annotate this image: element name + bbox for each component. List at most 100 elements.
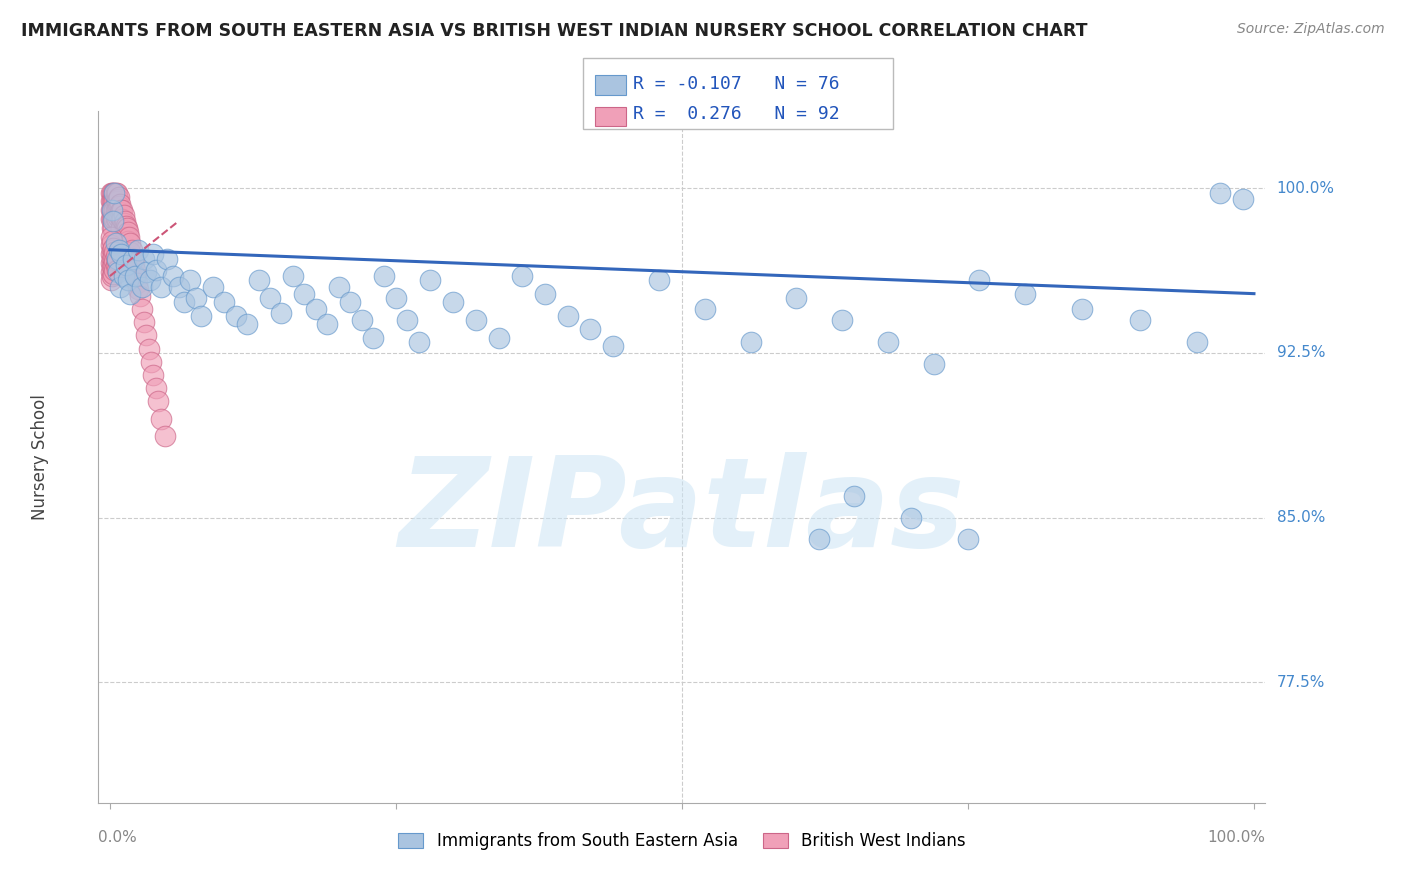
Point — [110, 212, 132, 227]
Point — [110, 247, 132, 261]
Point — [831, 313, 853, 327]
Point — [108, 199, 131, 213]
Point — [179, 273, 201, 287]
Point — [150, 411, 173, 425]
Point — [281, 269, 304, 284]
Point — [127, 282, 149, 296]
Point — [105, 194, 128, 209]
Point — [108, 205, 131, 219]
Point — [107, 192, 129, 206]
Point — [105, 212, 128, 227]
Point — [142, 368, 165, 382]
Point — [373, 269, 395, 284]
Point — [105, 203, 128, 218]
Point — [101, 203, 124, 218]
Point — [101, 203, 124, 218]
Point — [101, 260, 124, 275]
Point — [108, 280, 131, 294]
Point — [103, 212, 125, 227]
Point — [108, 196, 131, 211]
Point — [101, 212, 124, 227]
Point — [115, 227, 138, 242]
Point — [142, 247, 165, 261]
Point — [103, 244, 125, 259]
Point — [120, 244, 142, 259]
Text: Source: ZipAtlas.com: Source: ZipAtlas.com — [1237, 22, 1385, 37]
Text: IMMIGRANTS FROM SOUTH EASTERN ASIA VS BRITISH WEST INDIAN NURSERY SCHOOL CORRELA: IMMIGRANTS FROM SOUTH EASTERN ASIA VS BR… — [21, 22, 1088, 40]
Point — [120, 236, 142, 251]
Point — [101, 269, 124, 284]
Point — [112, 208, 135, 222]
Point — [1014, 286, 1036, 301]
Point — [533, 286, 555, 301]
Point — [134, 315, 156, 329]
Point — [107, 210, 129, 224]
Point — [441, 295, 464, 310]
Point — [100, 229, 122, 244]
Text: R = -0.107   N = 76: R = -0.107 N = 76 — [633, 75, 839, 93]
Point — [105, 186, 128, 200]
Point — [101, 252, 124, 266]
Point — [214, 295, 236, 310]
Point — [396, 313, 419, 327]
Text: 77.5%: 77.5% — [1277, 674, 1324, 690]
Point — [162, 269, 184, 284]
Point — [922, 357, 945, 371]
Point — [114, 223, 136, 237]
Point — [103, 220, 125, 235]
Point — [579, 322, 602, 336]
Point — [105, 252, 128, 266]
Point — [107, 201, 129, 215]
Point — [127, 276, 149, 290]
Point — [100, 256, 122, 270]
Text: 100.0%: 100.0% — [1208, 830, 1265, 846]
Point — [111, 203, 134, 218]
Point — [305, 301, 328, 316]
Legend: Immigrants from South Eastern Asia, British West Indians: Immigrants from South Eastern Asia, Brit… — [391, 825, 973, 856]
Point — [602, 339, 624, 353]
Point — [103, 258, 125, 272]
Point — [108, 190, 131, 204]
Point — [184, 291, 207, 305]
Point — [107, 265, 129, 279]
Point — [101, 194, 124, 209]
Point — [104, 203, 127, 218]
Point — [339, 295, 361, 310]
Point — [103, 241, 125, 255]
Point — [138, 342, 160, 356]
Point — [103, 186, 125, 200]
Point — [236, 318, 259, 332]
Point — [134, 252, 156, 266]
Point — [101, 234, 124, 248]
Point — [557, 309, 579, 323]
Point — [1232, 192, 1254, 206]
Point — [128, 289, 150, 303]
Point — [131, 301, 153, 316]
Point — [969, 273, 991, 287]
Point — [259, 291, 281, 305]
Point — [156, 252, 179, 266]
Point — [190, 309, 212, 323]
Point — [104, 186, 127, 200]
Point — [114, 214, 136, 228]
Point — [146, 394, 169, 409]
Point — [103, 186, 125, 200]
Point — [145, 262, 167, 277]
Point — [103, 249, 125, 263]
Point — [112, 216, 135, 230]
Point — [408, 334, 430, 349]
Point — [100, 273, 122, 287]
Point — [110, 203, 132, 218]
Point — [122, 256, 145, 270]
Point — [100, 212, 122, 227]
Point — [316, 318, 339, 332]
Point — [648, 273, 671, 287]
Point — [103, 214, 125, 228]
Point — [740, 334, 762, 349]
Point — [328, 280, 350, 294]
Point — [117, 225, 139, 239]
Point — [135, 328, 157, 343]
Point — [247, 273, 270, 287]
Point — [350, 313, 373, 327]
Text: 100.0%: 100.0% — [1277, 181, 1334, 196]
